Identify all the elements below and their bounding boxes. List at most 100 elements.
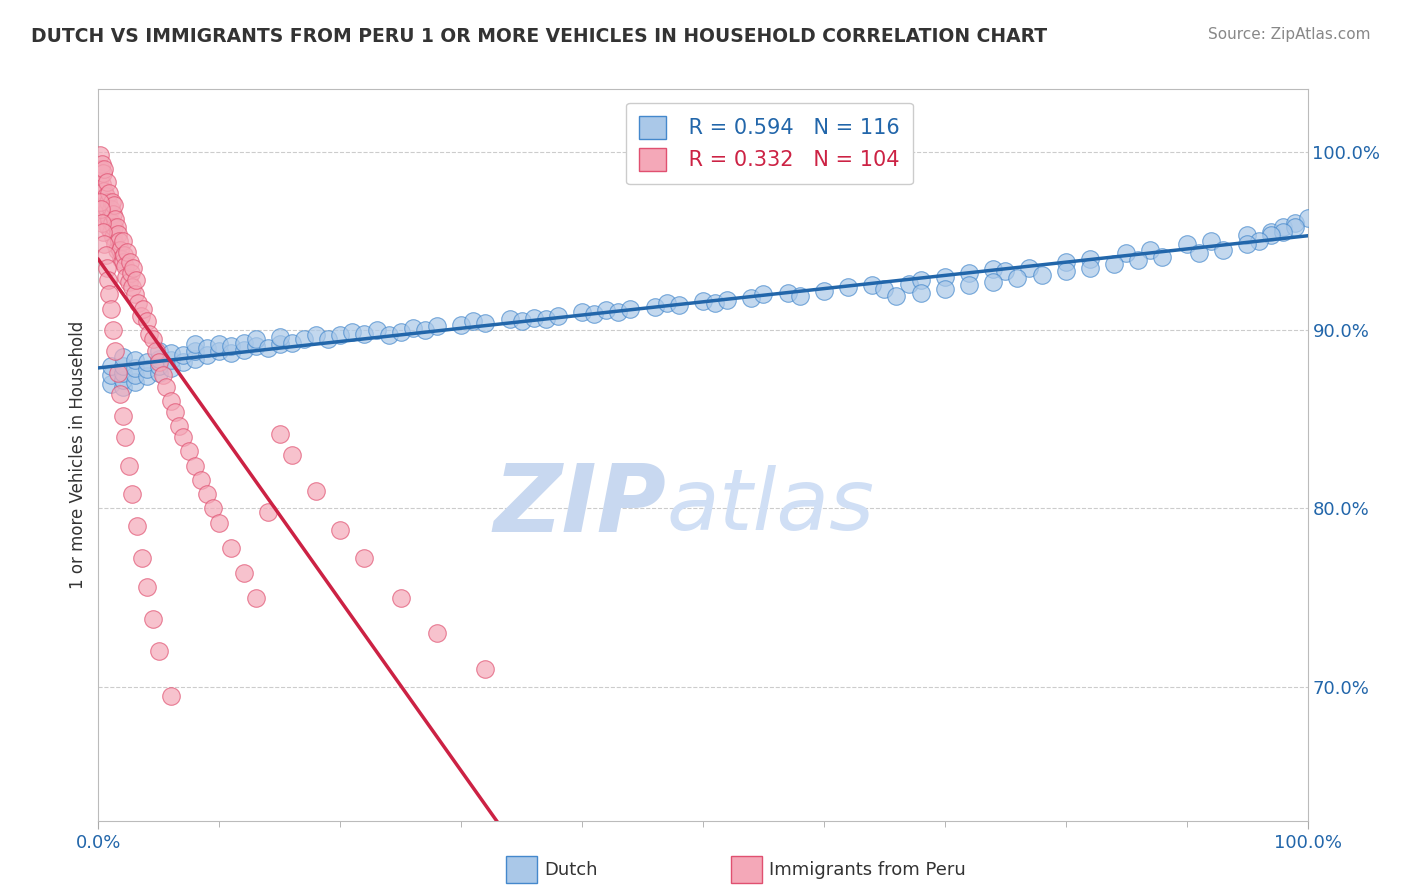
Point (100, 225, 122, 239)
Point (94, 216, 117, 230)
Point (1139, 243, 1161, 257)
Point (184, 351, 207, 366)
Point (103, 219, 125, 234)
Point (98, 212, 121, 227)
Point (1054, 264, 1077, 278)
Point (523, 310, 546, 325)
Point (221, 346, 243, 360)
Point (91, 198, 114, 212)
Point (110, 252, 132, 266)
Point (91, 166, 114, 180)
Point (114, 259, 136, 273)
Point (740, 291, 762, 305)
Point (127, 519, 149, 533)
Point (281, 335, 304, 350)
Point (1260, 228, 1282, 243)
Point (90, 202, 112, 216)
Point (1272, 225, 1295, 239)
Point (104, 212, 127, 227)
Point (450, 318, 472, 332)
Point (111, 366, 134, 380)
Point (101, 207, 124, 221)
Point (100, 368, 122, 382)
Point (269, 330, 291, 344)
Point (752, 287, 775, 301)
Point (104, 237, 127, 252)
Point (474, 316, 496, 330)
Point (172, 355, 194, 369)
Point (256, 505, 278, 519)
Point (668, 298, 690, 312)
Point (111, 409, 134, 423)
Text: Source: ZipAtlas.com: Source: ZipAtlas.com (1208, 27, 1371, 42)
Point (910, 285, 932, 300)
Point (957, 266, 980, 280)
Point (91, 216, 114, 230)
Point (873, 282, 896, 296)
Point (114, 430, 136, 444)
Point (190, 473, 212, 487)
Point (426, 626, 449, 640)
Point (934, 282, 956, 296)
Point (148, 355, 170, 369)
Point (981, 262, 1004, 277)
Point (97, 273, 120, 287)
Point (1212, 243, 1234, 257)
Point (184, 337, 207, 351)
Point (97, 194, 120, 209)
Point (108, 234, 131, 248)
Point (789, 289, 811, 303)
Point (90, 187, 112, 202)
Point (1260, 225, 1282, 239)
Point (108, 243, 131, 257)
Point (120, 266, 142, 280)
Point (644, 300, 666, 314)
Point (353, 551, 375, 566)
Point (1236, 237, 1258, 252)
Point (91, 225, 114, 239)
Point (1102, 257, 1125, 271)
Point (547, 309, 569, 323)
Point (138, 326, 160, 341)
Point (100, 301, 122, 316)
Point (148, 344, 170, 359)
Point (101, 323, 124, 337)
Point (232, 566, 254, 580)
Point (1249, 234, 1271, 248)
Point (329, 328, 352, 343)
Point (221, 339, 243, 353)
Point (100, 194, 122, 209)
Point (98, 287, 121, 301)
Point (105, 219, 128, 234)
Point (886, 289, 908, 303)
Point (1236, 228, 1258, 243)
Point (607, 305, 630, 319)
Point (125, 273, 148, 287)
Point (1152, 250, 1174, 264)
Point (1054, 255, 1077, 269)
Point (208, 337, 231, 351)
Point (897, 277, 920, 291)
Point (245, 339, 267, 353)
Point (716, 293, 738, 307)
Point (994, 264, 1017, 278)
Point (813, 284, 835, 298)
Point (152, 368, 174, 382)
Point (155, 380, 177, 394)
Point (117, 244, 139, 259)
Point (111, 234, 134, 248)
Point (342, 325, 364, 339)
Point (160, 394, 183, 409)
Point (142, 332, 165, 346)
Point (107, 227, 129, 241)
Point (1284, 219, 1306, 234)
Point (111, 350, 134, 364)
Point (1175, 237, 1198, 252)
Point (256, 341, 278, 355)
Point (402, 321, 425, 335)
Point (111, 359, 134, 373)
Point (232, 335, 254, 350)
Text: ZIP: ZIP (494, 460, 666, 552)
Point (377, 328, 399, 343)
Point (148, 351, 170, 366)
